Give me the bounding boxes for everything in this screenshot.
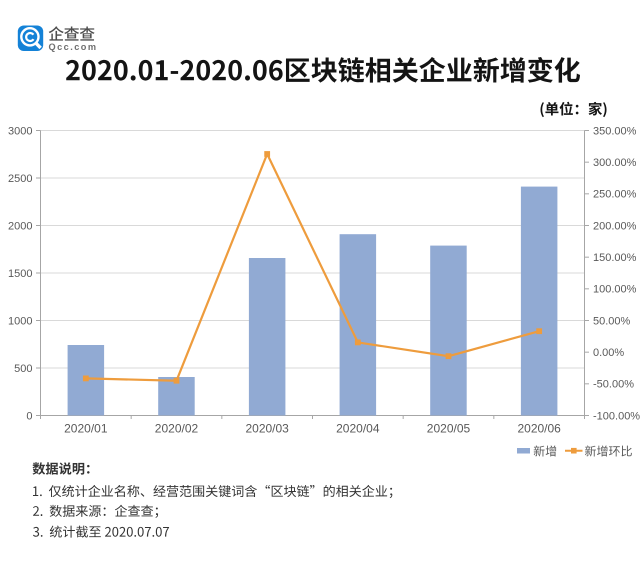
svg-text:200.00%: 200.00% bbox=[593, 220, 637, 232]
svg-text:250.00%: 250.00% bbox=[593, 189, 637, 201]
svg-text:-100.00%: -100.00% bbox=[593, 410, 640, 422]
svg-text:50.00%: 50.00% bbox=[593, 315, 631, 327]
svg-text:300.00%: 300.00% bbox=[593, 157, 637, 169]
svg-text:2500: 2500 bbox=[8, 173, 32, 185]
svg-text:3000: 3000 bbox=[8, 125, 32, 137]
svg-text:0.00%: 0.00% bbox=[593, 347, 624, 359]
svg-text:2020/05: 2020/05 bbox=[427, 422, 471, 436]
svg-text:350.00%: 350.00% bbox=[593, 125, 637, 137]
svg-text:2020/02: 2020/02 bbox=[155, 422, 199, 436]
svg-text:0: 0 bbox=[26, 410, 32, 422]
svg-text:2020/06: 2020/06 bbox=[517, 422, 561, 436]
svg-text:1500: 1500 bbox=[8, 268, 32, 280]
svg-text:100.00%: 100.00% bbox=[593, 284, 637, 296]
svg-text:2000: 2000 bbox=[8, 220, 32, 232]
svg-text:Qcc.com: Qcc.com bbox=[49, 42, 98, 52]
svg-text:2020/03: 2020/03 bbox=[245, 422, 289, 436]
svg-text:1000: 1000 bbox=[8, 315, 32, 327]
svg-text:-50.00%: -50.00% bbox=[593, 379, 634, 391]
svg-text:2020/01: 2020/01 bbox=[64, 422, 108, 436]
svg-text:500: 500 bbox=[14, 363, 32, 375]
svg-text:150.00%: 150.00% bbox=[593, 252, 637, 264]
svg-text:2020/04: 2020/04 bbox=[336, 422, 380, 436]
